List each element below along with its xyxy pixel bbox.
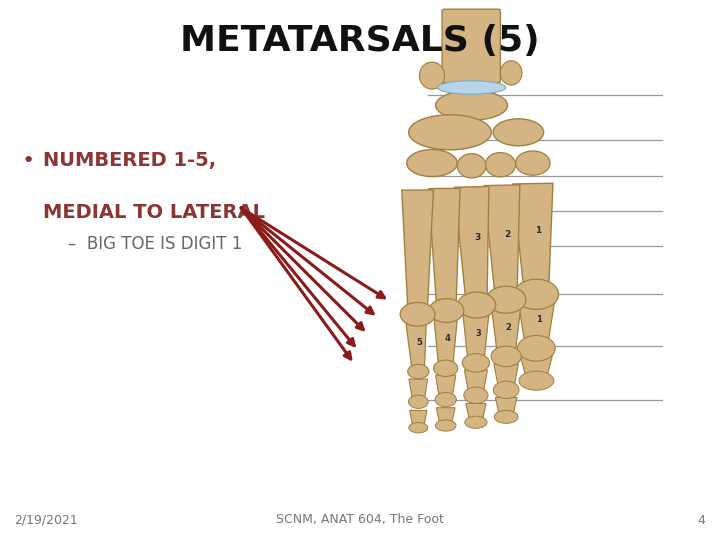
Text: 2/19/2021: 2/19/2021 bbox=[14, 514, 78, 526]
Polygon shape bbox=[521, 356, 552, 381]
Polygon shape bbox=[402, 190, 433, 314]
Ellipse shape bbox=[409, 115, 492, 150]
Ellipse shape bbox=[518, 335, 555, 361]
Text: –  BIG TOE IS DIGIT 1: – BIG TOE IS DIGIT 1 bbox=[68, 235, 243, 253]
Ellipse shape bbox=[493, 119, 544, 146]
Ellipse shape bbox=[458, 292, 495, 318]
Ellipse shape bbox=[429, 299, 464, 322]
Polygon shape bbox=[494, 364, 518, 390]
Ellipse shape bbox=[462, 354, 490, 372]
Polygon shape bbox=[409, 379, 428, 402]
Polygon shape bbox=[436, 375, 456, 400]
Ellipse shape bbox=[400, 302, 435, 326]
Polygon shape bbox=[495, 397, 517, 417]
Polygon shape bbox=[513, 183, 553, 294]
Text: 4: 4 bbox=[698, 514, 706, 526]
Ellipse shape bbox=[491, 346, 521, 367]
FancyBboxPatch shape bbox=[442, 9, 500, 83]
Ellipse shape bbox=[436, 90, 508, 120]
Text: 4: 4 bbox=[445, 334, 451, 343]
Text: MEDIAL TO LATERAL: MEDIAL TO LATERAL bbox=[43, 202, 265, 221]
Polygon shape bbox=[518, 302, 554, 348]
Polygon shape bbox=[428, 188, 460, 310]
Ellipse shape bbox=[465, 416, 487, 428]
Polygon shape bbox=[454, 186, 489, 305]
Text: 3: 3 bbox=[475, 329, 481, 338]
Polygon shape bbox=[463, 314, 489, 363]
Polygon shape bbox=[492, 309, 521, 356]
Ellipse shape bbox=[519, 371, 554, 390]
Ellipse shape bbox=[433, 360, 458, 376]
Ellipse shape bbox=[493, 381, 519, 399]
Ellipse shape bbox=[407, 150, 457, 177]
Ellipse shape bbox=[464, 387, 488, 403]
Ellipse shape bbox=[495, 410, 518, 423]
Polygon shape bbox=[410, 410, 427, 428]
Ellipse shape bbox=[438, 80, 505, 94]
Text: 1: 1 bbox=[536, 315, 541, 325]
Polygon shape bbox=[484, 185, 520, 300]
Polygon shape bbox=[434, 320, 457, 368]
Ellipse shape bbox=[436, 420, 456, 431]
Text: 5: 5 bbox=[416, 338, 423, 347]
Ellipse shape bbox=[408, 395, 428, 408]
Text: SCNM, ANAT 604, The Foot: SCNM, ANAT 604, The Foot bbox=[276, 514, 444, 526]
Ellipse shape bbox=[409, 422, 428, 433]
Ellipse shape bbox=[516, 151, 550, 175]
Text: NUMBERED 1-5,: NUMBERED 1-5, bbox=[43, 151, 216, 170]
Text: 1: 1 bbox=[535, 226, 541, 235]
Ellipse shape bbox=[514, 279, 559, 309]
Text: 2: 2 bbox=[505, 230, 510, 239]
Ellipse shape bbox=[485, 153, 516, 177]
Polygon shape bbox=[464, 370, 487, 395]
Polygon shape bbox=[466, 403, 486, 422]
Ellipse shape bbox=[500, 60, 522, 85]
Ellipse shape bbox=[419, 62, 445, 89]
Ellipse shape bbox=[457, 154, 486, 178]
Polygon shape bbox=[406, 324, 426, 372]
Text: •: • bbox=[22, 151, 35, 171]
Text: 2: 2 bbox=[505, 323, 511, 332]
Text: 3: 3 bbox=[474, 233, 481, 242]
Ellipse shape bbox=[487, 286, 526, 313]
Ellipse shape bbox=[435, 393, 456, 407]
Text: METATARSALS (5): METATARSALS (5) bbox=[180, 24, 540, 58]
Polygon shape bbox=[436, 408, 455, 426]
Ellipse shape bbox=[408, 364, 429, 379]
